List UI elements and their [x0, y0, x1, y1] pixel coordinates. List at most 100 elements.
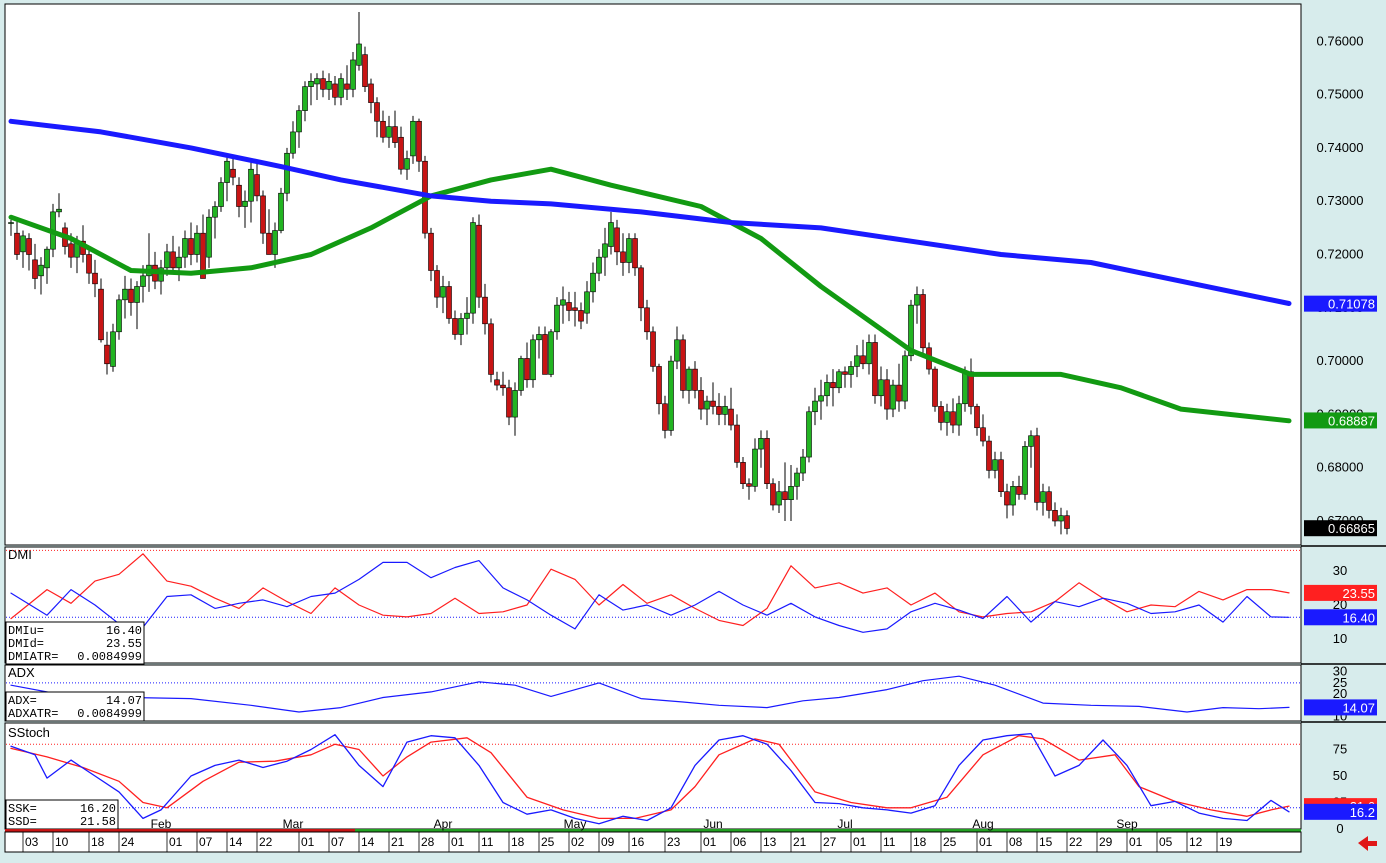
- candle-body: [302, 86, 308, 111]
- candle-body: [416, 120, 422, 162]
- candle-body: [578, 310, 584, 322]
- candle-body: [374, 102, 380, 122]
- candle-body: [224, 160, 230, 183]
- candle-body: [464, 312, 470, 319]
- candle-body: [194, 232, 200, 255]
- candle-body: [110, 331, 116, 367]
- candle-body: [860, 355, 866, 365]
- candle-body: [722, 406, 728, 415]
- candle-body: [632, 238, 638, 269]
- x-day-label: 28: [421, 835, 435, 849]
- x-day-label: 11: [481, 835, 494, 849]
- x-axis-strip-red: [5, 829, 355, 832]
- candle-body: [902, 355, 908, 402]
- candle-body: [698, 390, 704, 410]
- stoch-value-badge-label: 16.2: [1350, 805, 1375, 820]
- candle-body: [440, 286, 446, 298]
- adx-y-tick: 25: [1333, 675, 1347, 690]
- candle-body: [1058, 515, 1064, 522]
- candle-body: [992, 459, 998, 471]
- candle-body: [536, 334, 542, 341]
- candle-body: [650, 331, 656, 367]
- candle-body: [104, 344, 110, 365]
- adx-value-badge: [1304, 699, 1377, 716]
- x-month-label: May: [564, 817, 587, 831]
- x-day-label: 01: [853, 835, 867, 849]
- candle-body: [128, 288, 134, 303]
- x-day-label: 22: [1069, 835, 1083, 849]
- x-day-label: 24: [121, 835, 135, 849]
- price-y-tick: 0.68000: [1317, 460, 1364, 475]
- stoch-y-tick: 0: [1336, 821, 1343, 836]
- x-day-label: 01: [1129, 835, 1143, 849]
- candle-body: [116, 299, 122, 333]
- candle-body: [776, 491, 782, 506]
- x-day-label: 02: [571, 835, 585, 849]
- candle-body: [272, 230, 278, 255]
- x-day-label: 06: [733, 835, 747, 849]
- candle-body: [938, 406, 944, 423]
- adx-readout-value: 0.0084999: [77, 707, 142, 721]
- x-day-label: 14: [229, 835, 243, 849]
- candle-body: [1040, 491, 1046, 503]
- candle-body: [44, 248, 50, 269]
- candle-body: [14, 232, 20, 255]
- x-day-label: 13: [763, 835, 777, 849]
- candle-body: [488, 323, 494, 375]
- candle-body: [998, 459, 1004, 492]
- adx-y-tick: 30: [1333, 664, 1347, 679]
- dmi-minus-line: [10, 553, 1290, 627]
- candle-body: [32, 259, 38, 279]
- price-value-badge-label: 0.71078: [1328, 297, 1375, 312]
- candle-body: [320, 78, 326, 90]
- x-day-label: 22: [259, 835, 273, 849]
- candle-body: [446, 286, 452, 319]
- candle-body: [1004, 491, 1010, 506]
- candle-body: [206, 216, 212, 258]
- candle-body: [842, 371, 848, 375]
- candle-body: [590, 272, 596, 293]
- adx-readout-name: ADXATR=: [8, 707, 58, 721]
- candle-body: [806, 411, 812, 458]
- adx-y-tick: 20: [1333, 686, 1347, 701]
- dmi-readout-box: [5, 621, 145, 665]
- candle-body: [830, 382, 836, 389]
- candle-body: [692, 368, 698, 391]
- candle-body: [1022, 446, 1028, 495]
- candle-body: [884, 379, 890, 410]
- candle-body: [968, 371, 974, 407]
- candle-body: [308, 80, 314, 87]
- candle-body: [98, 288, 104, 341]
- candle-body: [1016, 486, 1022, 495]
- candle-body: [950, 411, 956, 426]
- candle-body: [920, 294, 926, 349]
- x-day-label: 08: [1009, 835, 1023, 849]
- x-day-label: 21: [793, 835, 807, 849]
- candle-body: [686, 368, 692, 391]
- stoch-y-tick: 50: [1333, 768, 1347, 783]
- price-y-tick: 0.70000: [1317, 353, 1364, 368]
- dmi-readout-value: 16.40: [106, 624, 142, 638]
- x-day-label: 09: [601, 835, 615, 849]
- x-axis-strip: [5, 829, 1301, 832]
- candle-body: [614, 227, 620, 253]
- candle-body: [908, 304, 914, 357]
- candle-body: [740, 462, 746, 485]
- candle-body: [626, 238, 632, 263]
- candle-body: [326, 80, 332, 90]
- dmi-panel-label: DMI: [8, 547, 32, 562]
- candle-body: [680, 339, 686, 391]
- x-day-label: 23: [667, 835, 681, 849]
- x-day-label: 25: [943, 835, 957, 849]
- candle-body: [8, 222, 14, 224]
- candle-body: [170, 251, 176, 269]
- candle-body: [20, 235, 26, 253]
- dmi-panel: [4, 546, 1302, 664]
- stoch-panel-label: SStoch: [8, 725, 50, 740]
- x-month-label: Aug: [972, 817, 993, 831]
- candle-body: [188, 238, 194, 255]
- stoch-readout-value: 16.20: [80, 802, 116, 816]
- candle-body: [956, 403, 962, 426]
